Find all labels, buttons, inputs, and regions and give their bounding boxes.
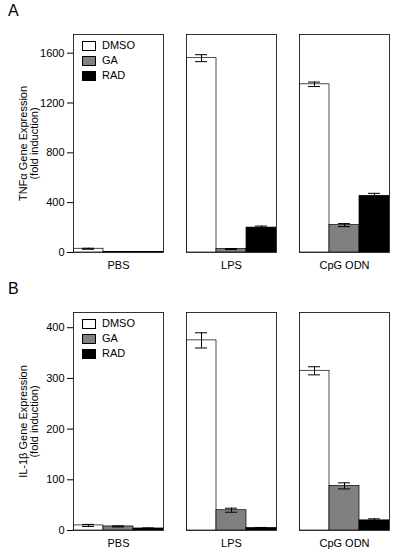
html-text:DMSO: DMSO bbox=[102, 39, 135, 51]
svg-text:100: 100 bbox=[46, 473, 64, 485]
svg-text:1200: 1200 bbox=[40, 97, 64, 109]
svg-text:800: 800 bbox=[46, 146, 64, 158]
svg-text:LPS: LPS bbox=[221, 259, 242, 271]
svg-text:PBS: PBS bbox=[107, 259, 129, 271]
svg-text:IL-1β Gene Expression(fold ind: IL-1β Gene Expression(fold induction) bbox=[17, 365, 40, 478]
svg-text:PBS: PBS bbox=[107, 537, 129, 549]
html-text:B: B bbox=[8, 280, 19, 297]
svg-text:400: 400 bbox=[46, 196, 64, 208]
html-text:GA: GA bbox=[102, 54, 118, 66]
svg-text:CpG ODN: CpG ODN bbox=[319, 259, 369, 271]
svg-text:CpG ODN: CpG ODN bbox=[319, 537, 369, 549]
html-text:A: A bbox=[8, 2, 19, 19]
svg-text:0: 0 bbox=[58, 524, 64, 536]
svg-text:0: 0 bbox=[58, 246, 64, 258]
svg-text:LPS: LPS bbox=[221, 537, 242, 549]
svg-text:1600: 1600 bbox=[40, 47, 64, 59]
html-text:RAD: RAD bbox=[102, 69, 126, 81]
html-text:GA: GA bbox=[102, 332, 118, 344]
html-text:RAD: RAD bbox=[102, 347, 126, 359]
svg-text:300: 300 bbox=[46, 372, 64, 384]
svg-text:200: 200 bbox=[46, 423, 64, 435]
html-text:DMSO: DMSO bbox=[102, 317, 135, 329]
svg-text:400: 400 bbox=[46, 321, 64, 333]
svg-text:TNFα Gene Expression(fold indu: TNFα Gene Expression(fold induction) bbox=[17, 86, 40, 201]
